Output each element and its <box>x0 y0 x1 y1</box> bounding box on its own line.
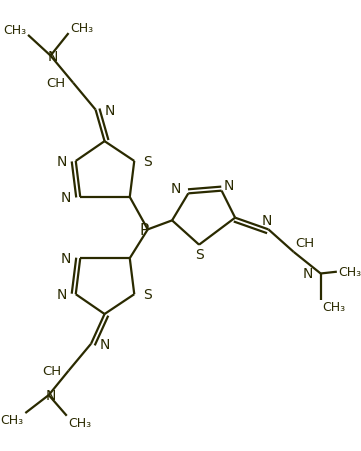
Text: N: N <box>303 267 313 281</box>
Text: N: N <box>56 155 67 169</box>
Text: CH₃: CH₃ <box>69 416 92 428</box>
Text: CH₃: CH₃ <box>70 22 93 35</box>
Text: P: P <box>140 222 149 237</box>
Text: N: N <box>261 214 272 228</box>
Text: N: N <box>56 288 67 302</box>
Text: N: N <box>105 103 115 117</box>
Text: CH: CH <box>47 77 66 90</box>
Text: S: S <box>143 288 152 302</box>
Text: CH₃: CH₃ <box>0 413 23 426</box>
Text: N: N <box>100 337 110 351</box>
Text: N: N <box>45 388 56 402</box>
Text: N: N <box>171 182 181 196</box>
Text: N: N <box>223 179 234 193</box>
Text: CH: CH <box>295 237 314 250</box>
Text: S: S <box>195 247 204 261</box>
Text: CH₃: CH₃ <box>3 24 26 37</box>
Text: S: S <box>143 155 152 169</box>
Text: N: N <box>61 252 71 266</box>
Text: CH₃: CH₃ <box>339 266 361 279</box>
Text: N: N <box>61 190 71 204</box>
Text: N: N <box>47 50 57 64</box>
Text: CH₃: CH₃ <box>322 301 345 313</box>
Text: CH: CH <box>42 364 61 377</box>
